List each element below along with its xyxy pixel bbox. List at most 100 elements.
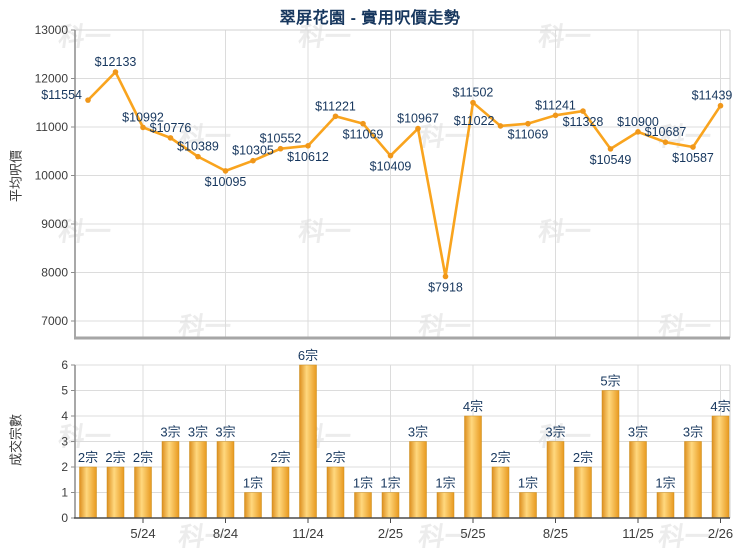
point-label: $10389 <box>177 140 219 154</box>
data-point-marker <box>277 145 284 152</box>
bar-label: 3宗 <box>160 425 180 440</box>
y-tick-label: 12000 <box>35 72 69 86</box>
bar-label: 4宗 <box>463 399 483 414</box>
point-label: $10095 <box>205 175 247 189</box>
data-point-marker <box>607 146 614 152</box>
y-tick-label: 10000 <box>35 169 69 183</box>
bar <box>216 441 235 519</box>
x-tick-label: 8/24 <box>213 526 238 541</box>
bar-label: 2宗 <box>133 450 153 465</box>
data-point-marker <box>717 102 724 109</box>
point-label: $10900 <box>617 115 659 129</box>
bar <box>656 492 675 519</box>
bar-label: 1宗 <box>243 476 263 491</box>
bar <box>436 492 455 519</box>
bar <box>464 415 482 519</box>
bar-label: 2宗 <box>325 450 345 465</box>
bar-label: 3宗 <box>545 425 565 440</box>
data-point-marker <box>250 157 256 164</box>
bar <box>271 466 290 519</box>
bar <box>491 466 510 519</box>
bar <box>79 466 97 519</box>
point-label: $11022 <box>454 114 495 128</box>
point-label: $10776 <box>150 121 192 135</box>
x-tick-label: 5/24 <box>130 526 155 541</box>
y-tick-label: 3 <box>61 435 68 449</box>
y-tick-label: 1 <box>61 486 68 500</box>
y-tick-label: 7000 <box>41 314 68 328</box>
bar <box>629 441 647 519</box>
data-point-marker <box>415 125 421 132</box>
bar-label: 3宗 <box>408 425 428 440</box>
data-point-marker <box>195 153 201 160</box>
bar <box>299 364 317 519</box>
data-point-marker <box>442 273 449 280</box>
data-point-marker <box>387 152 394 159</box>
bar-label: 5宗 <box>600 374 620 389</box>
point-label: $11554 <box>41 88 82 102</box>
bar-label: 1宗 <box>655 476 675 491</box>
bar-label: 3宗 <box>628 425 648 440</box>
data-point-marker <box>690 144 696 150</box>
bar <box>106 466 125 519</box>
bar <box>601 390 620 519</box>
y-tick-label: 9000 <box>41 217 68 231</box>
data-point-marker <box>85 97 91 103</box>
bar-label: 1宗 <box>353 476 373 491</box>
bar-label: 2宗 <box>105 450 125 465</box>
data-point-marker <box>552 112 559 119</box>
data-point-marker <box>305 143 311 149</box>
bar <box>134 466 152 519</box>
x-tick-label: 11/24 <box>292 526 324 541</box>
point-label: $11069 <box>508 128 549 142</box>
bar <box>409 441 427 519</box>
y-tick-label: 5 <box>61 384 68 398</box>
point-label: $10612 <box>287 150 329 164</box>
point-label: $10687 <box>645 125 687 139</box>
data-point-marker <box>332 113 339 120</box>
point-label: $11502 <box>453 86 494 100</box>
bar <box>684 441 702 519</box>
bar <box>546 441 565 519</box>
point-label: $10587 <box>672 151 714 165</box>
bar <box>189 441 207 519</box>
data-point-marker <box>167 135 174 141</box>
point-label: $10967 <box>397 112 439 126</box>
data-point-marker <box>222 168 229 174</box>
y-tick-label: 0 <box>61 511 68 525</box>
data-point-marker <box>360 120 366 127</box>
point-label: $10549 <box>590 153 632 167</box>
point-label: $7918 <box>428 280 463 294</box>
bar <box>354 492 372 519</box>
x-tick-label: 2/25 <box>378 526 403 541</box>
bar-label: 4宗 <box>710 399 730 414</box>
point-label: $11221 <box>315 99 356 113</box>
bar <box>161 441 180 519</box>
y-tick-label: 6 <box>61 358 68 372</box>
bar-label: 3宗 <box>683 425 703 440</box>
bar-label: 2宗 <box>78 450 98 465</box>
bar <box>244 492 262 519</box>
data-point-marker <box>580 108 586 114</box>
point-label: $11069 <box>343 128 384 142</box>
point-label: $12133 <box>95 55 137 69</box>
point-label: $10409 <box>370 160 412 174</box>
bar <box>381 492 400 519</box>
y-tick-label: 11000 <box>36 120 69 134</box>
bar-label: 3宗 <box>215 425 235 440</box>
y-tick-label: 8000 <box>41 266 68 280</box>
chart-title: 翠屏花園 - 實用呎價走勢 <box>279 10 461 27</box>
data-point-marker <box>140 124 146 131</box>
data-point-marker <box>662 139 669 145</box>
bar-label: 3宗 <box>188 425 208 440</box>
point-label: $10305 <box>232 144 274 158</box>
point-label: $11328 <box>563 115 604 129</box>
bar-label: 1宗 <box>435 476 455 491</box>
y-tick-label: 13000 <box>35 23 69 37</box>
x-tick-label: 5/25 <box>460 526 485 541</box>
bar-label: 1宗 <box>518 476 538 491</box>
data-point-marker <box>497 123 504 129</box>
point-label: $10552 <box>260 132 302 146</box>
